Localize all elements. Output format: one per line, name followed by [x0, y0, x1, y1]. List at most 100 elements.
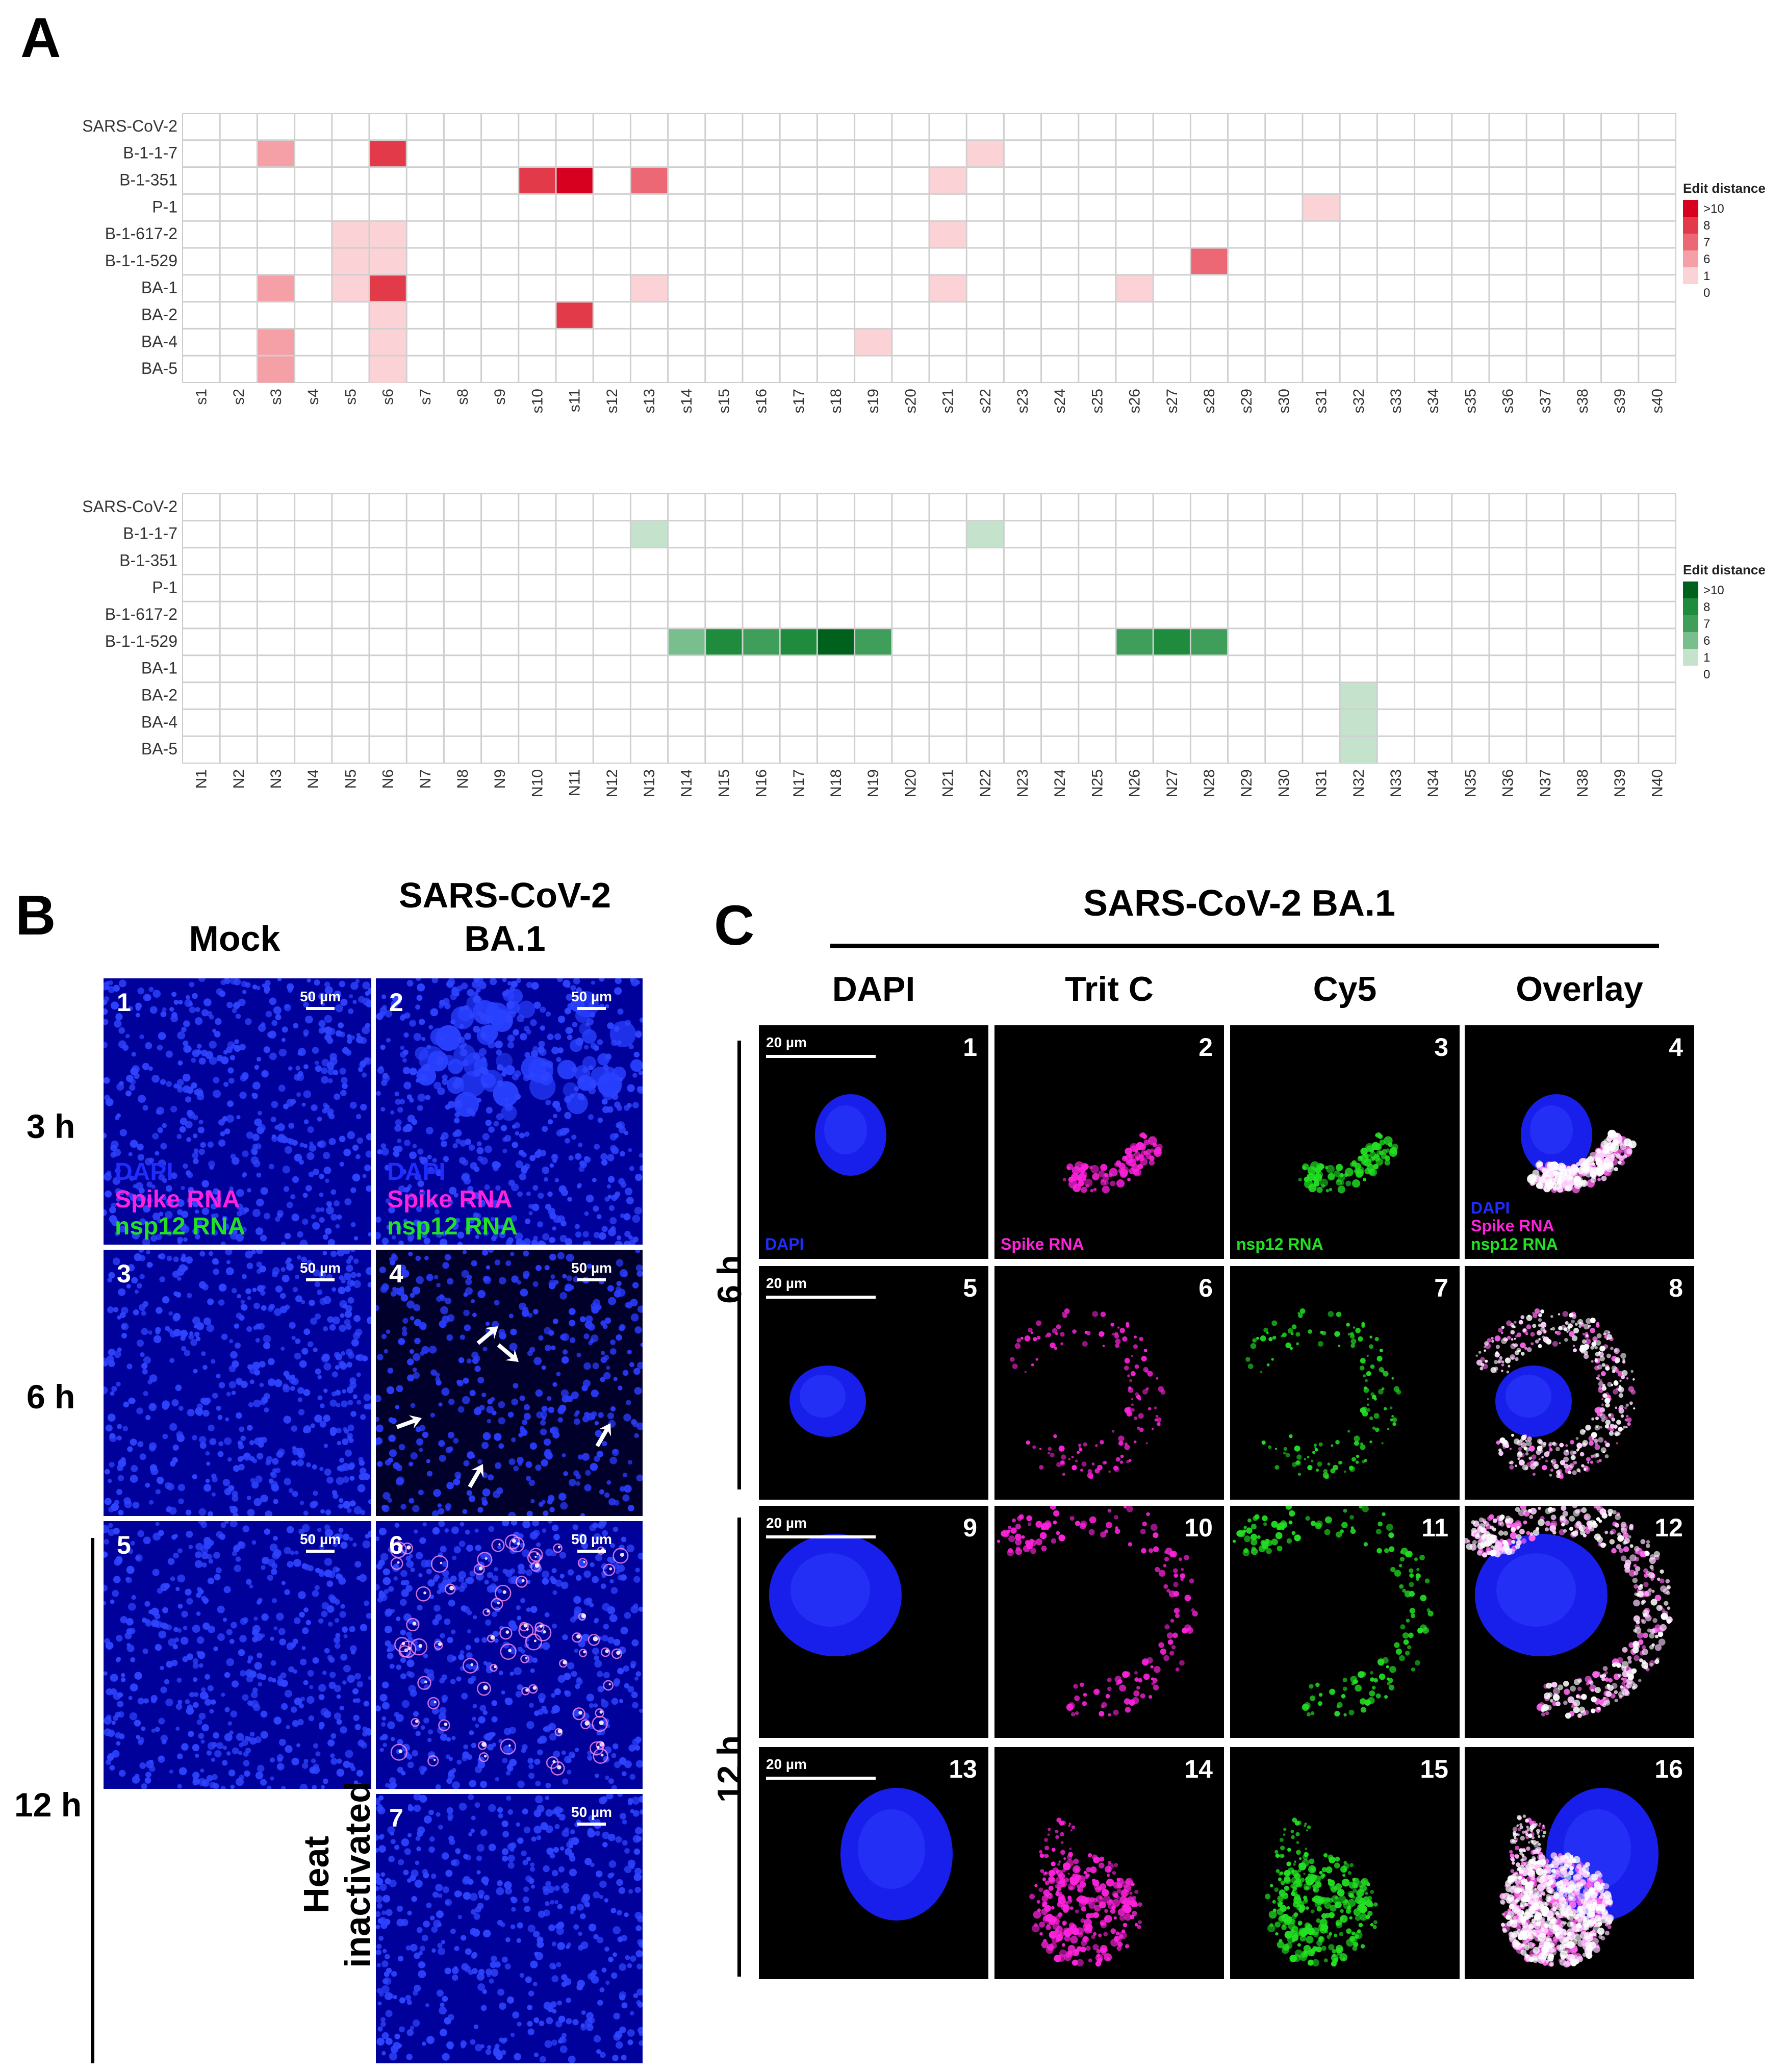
- col-label: s19: [865, 389, 882, 413]
- c-col-header-2: Trit C: [1065, 970, 1154, 1008]
- col-label: s25: [1089, 389, 1106, 413]
- col-label: s24: [1052, 389, 1068, 413]
- col-label: s15: [716, 389, 732, 413]
- row-label: BA-5: [141, 740, 177, 758]
- row-label: B-1-1-529: [105, 251, 177, 270]
- micrograph-number: 12: [1654, 1513, 1683, 1542]
- heatmap-cell: [854, 329, 892, 356]
- micrograph-number: 7: [1434, 1274, 1448, 1302]
- col-label: s6: [380, 389, 397, 405]
- legend-swatch: [1683, 615, 1698, 632]
- scale-bar: 50 µm: [295, 989, 346, 1010]
- col-label: N27: [1164, 769, 1181, 797]
- heatmap-cell: [668, 628, 705, 655]
- micrograph-number: 7: [389, 1804, 403, 1832]
- micrograph-image: [1521, 1094, 1637, 1194]
- legend-swatch: [1683, 200, 1698, 217]
- micrograph-image: [104, 978, 371, 1245]
- col-label: s33: [1388, 389, 1405, 413]
- legend-nsp12: nsp12 RNA: [115, 1213, 246, 1241]
- col-label: N33: [1388, 769, 1405, 797]
- heatmap-cell: [556, 301, 594, 329]
- col-label: s11: [567, 389, 583, 412]
- heat-inactivated-label: Heat inactivated: [296, 1732, 418, 2017]
- legend-dapi: DAPI: [765, 1235, 804, 1254]
- col-label: N9: [492, 769, 508, 789]
- col-label: s16: [753, 389, 770, 413]
- row-label: B-1-351: [119, 551, 177, 570]
- micrograph-image: [1062, 1132, 1163, 1194]
- micrograph-c-3: 3 nsp12 RNA: [1230, 1025, 1460, 1259]
- row-label-3h: 3 h: [27, 1107, 75, 1145]
- heatmap-cell: [743, 628, 780, 655]
- micrograph-c-13: 13 20 µm: [759, 1747, 988, 1979]
- row-label: B-1-617-2: [105, 605, 177, 623]
- col-label: N10: [529, 769, 546, 797]
- col-label: s37: [1537, 389, 1554, 413]
- legend-spike: Spike RNA: [115, 1185, 240, 1213]
- scale-bar-label: 20 µm: [766, 1756, 807, 1772]
- col-label: s13: [641, 389, 658, 413]
- panel-label-c: C: [714, 894, 755, 957]
- col-label: N23: [1014, 769, 1031, 797]
- arrow-marker: [468, 1464, 484, 1488]
- row-label-6h: 6 h: [27, 1378, 75, 1416]
- heatmap-cell: [630, 520, 668, 548]
- col-label: N16: [753, 769, 770, 797]
- micrograph-image: [104, 1250, 371, 1516]
- micrograph-image: [1475, 1308, 1636, 1480]
- micrograph-c-9: 9 20 µm: [759, 1506, 988, 1738]
- col-label: s28: [1201, 389, 1218, 413]
- micrograph-image: [769, 1534, 902, 1656]
- heatmap-cell: [257, 274, 295, 302]
- channel-legend: DAPI: [765, 1235, 804, 1254]
- panel-c-title: SARS-CoV-2 BA.1: [1083, 883, 1396, 924]
- scale-bar-label: 50 µm: [571, 989, 612, 1004]
- legend-label: 7: [1703, 236, 1710, 249]
- heatmap-cell: [369, 274, 407, 302]
- heatmap-cell: [257, 329, 295, 356]
- micrograph-c-1: 1 20 µm DAPI: [759, 1025, 988, 1259]
- bracket-line-12h: [91, 1538, 94, 2063]
- col-label: s32: [1350, 389, 1367, 413]
- row-label: B-1-351: [119, 171, 177, 189]
- scale-bar-line: [306, 1550, 335, 1553]
- row-label: P-1: [152, 578, 177, 596]
- row-label: BA-1: [141, 279, 177, 297]
- row-label-12h: 12 h: [14, 1786, 82, 1824]
- legend-label: >10: [1703, 202, 1724, 216]
- micrograph-number: 1: [117, 988, 131, 1017]
- c-bracket-6h: [737, 1041, 741, 1489]
- channel-legend: nsp12 RNA: [1236, 1235, 1323, 1254]
- col-label: N3: [268, 769, 285, 789]
- heatmap-cell: [630, 274, 668, 302]
- col-label: N24: [1052, 769, 1068, 797]
- col-label: s21: [940, 389, 957, 413]
- scale-bar-line: [577, 1007, 606, 1010]
- heatmap-cell: [1340, 736, 1377, 763]
- col-label: N13: [641, 769, 658, 797]
- arrow-marker: [396, 1415, 422, 1429]
- col-label: s40: [1649, 389, 1666, 413]
- heatmap-cell: [705, 628, 743, 655]
- heatmap-cell: [1303, 194, 1340, 221]
- col-label: s31: [1313, 389, 1330, 413]
- legend-swatch: [1683, 234, 1698, 250]
- col-label: N17: [790, 769, 807, 797]
- scale-bar: 50 µm: [295, 1260, 346, 1281]
- heatmap-cell: [854, 628, 892, 655]
- heatmap-cell: [966, 140, 1004, 167]
- scale-bar-line: [766, 1535, 876, 1538]
- micrograph-b-3: 3 50 µm: [104, 1250, 371, 1516]
- micrograph-image: [1499, 1788, 1659, 1968]
- heatmap-cell: [817, 628, 855, 655]
- heatmap-cell: [556, 167, 594, 194]
- c-bracket-12h: [737, 1518, 741, 1977]
- legend-dapi: DAPI: [1471, 1198, 1510, 1217]
- col-label: N6: [380, 769, 397, 789]
- heatmap-cell: [369, 221, 407, 248]
- heat-label-line2: inactivated: [337, 1781, 377, 1968]
- col-label: N2: [231, 769, 247, 789]
- scale-bar-line: [766, 1055, 876, 1058]
- legend-label: >10: [1703, 584, 1724, 597]
